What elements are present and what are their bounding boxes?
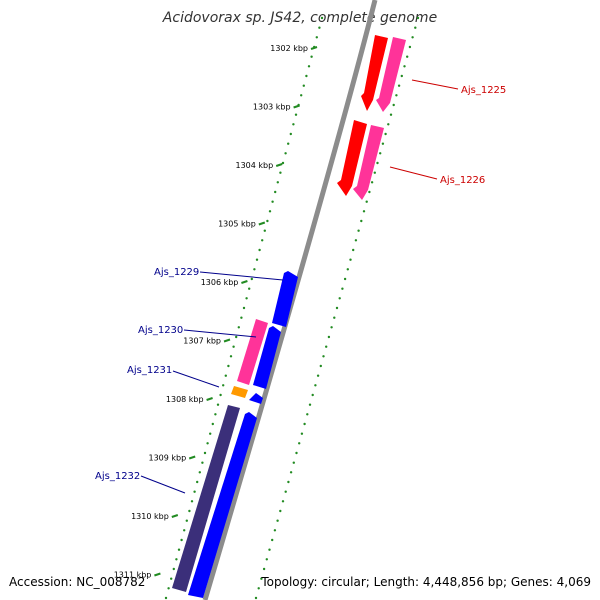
gene-ajs-1226-red[interactable] <box>337 120 367 196</box>
gene-ajs-1232-blue[interactable] <box>188 412 257 598</box>
tick-mark <box>293 104 300 109</box>
gene-ajs-1230-blue[interactable] <box>253 326 281 389</box>
gene-ajs-1231-orange[interactable] <box>231 386 248 398</box>
gene-ajs-1225-pink[interactable] <box>376 37 406 112</box>
tick-label: 1310 kbp <box>131 512 169 521</box>
gene-label-ajs-1230[interactable]: Ajs_1230 <box>138 325 183 336</box>
leader-line <box>140 475 186 494</box>
tick-mark <box>241 280 248 284</box>
gene-ajs-1230[interactable] <box>237 319 281 389</box>
tick-mark <box>275 163 283 167</box>
tick-label: 1311 kbp <box>114 571 152 580</box>
label-leader-lines <box>140 79 459 494</box>
gene-ajs-1229[interactable] <box>272 271 298 327</box>
tick-label: 1302 kbp <box>270 44 308 53</box>
gene-ajs-1231[interactable] <box>231 386 263 404</box>
gene-label-ajs-1229[interactable]: Ajs_1229 <box>154 267 199 278</box>
tick-mark <box>206 397 213 401</box>
tick-mark <box>188 455 196 460</box>
gene-ajs-1232-purple[interactable] <box>172 405 240 592</box>
gene-label-ajs-1225[interactable]: Ajs_1225 <box>461 85 506 96</box>
tick-label: 1305 kbp <box>218 220 256 229</box>
tick-mark <box>258 221 266 226</box>
gene-label-ajs-1231[interactable]: Ajs_1231 <box>127 365 172 376</box>
leader-line <box>172 370 220 388</box>
gene-ajs-1225-red[interactable] <box>361 35 388 111</box>
gene-ajs-1229-blue[interactable] <box>272 271 298 327</box>
tick-label: 1303 kbp <box>253 103 291 112</box>
leader-line <box>183 329 257 338</box>
tick-mark <box>154 572 161 577</box>
gene-ajs-1226[interactable] <box>337 120 384 200</box>
gene-label-ajs-1226[interactable]: Ajs_1226 <box>440 175 485 186</box>
tick-mark <box>310 46 318 50</box>
scale-ticks: 1302 kbp 1303 kbp 1304 kbp 1305 kbp 1306 kbp… <box>114 44 318 580</box>
scale-dots <box>164 16 420 600</box>
tick-label: 1306 kbp <box>201 278 239 287</box>
gene-labels: Ajs_1225 Ajs_1226 Ajs_1229 Ajs_1230 Ajs_1231… <box>95 85 506 482</box>
tick-mark <box>223 338 231 343</box>
leader-line <box>411 79 459 90</box>
tick-label: 1307 kbp <box>183 337 221 346</box>
gene-ajs-1226-pink[interactable] <box>353 125 384 200</box>
gene-ajs-1231-blue[interactable] <box>249 393 263 404</box>
tick-label: 1309 kbp <box>148 454 186 463</box>
tick-mark <box>171 514 179 518</box>
tick-label: 1308 kbp <box>166 395 204 404</box>
topology-label: Topology: circular; Length: 4,448,856 bp… <box>261 575 591 589</box>
accession-label: Accession: NC_008782 <box>9 575 146 589</box>
tick-label: 1304 kbp <box>235 161 273 170</box>
leader-line <box>199 271 284 281</box>
leader-line <box>389 166 438 180</box>
gene-ajs-1232[interactable] <box>172 405 257 598</box>
gene-label-ajs-1232[interactable]: Ajs_1232 <box>95 471 140 482</box>
gene-ajs-1230-pink[interactable] <box>237 319 268 385</box>
gene-ajs-1225[interactable] <box>361 35 406 112</box>
genome-backbone <box>202 0 378 600</box>
